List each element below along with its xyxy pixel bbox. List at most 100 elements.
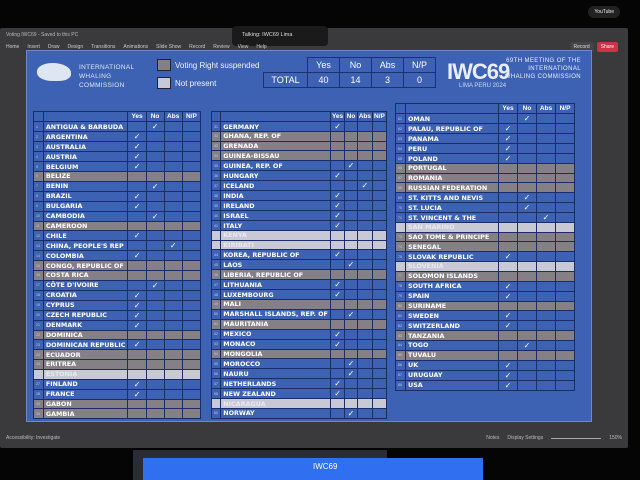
country-row: 34 GUINEA-BISSAU xyxy=(210,150,388,162)
vote-no-cell xyxy=(344,150,358,162)
ribbon-tab[interactable]: Review xyxy=(213,44,230,50)
vote-yes-cell: ✓ xyxy=(498,143,518,154)
vote-np-cell xyxy=(371,180,388,192)
vote-yes-cell: ✓ xyxy=(329,210,346,222)
ribbon-tab[interactable]: Record xyxy=(189,44,206,50)
vote-abs-cell xyxy=(163,319,183,331)
accessibility-status[interactable]: Accessibility: Investigate xyxy=(6,435,61,441)
vote-np-cell xyxy=(181,171,202,182)
country-row: 61 OMAN ✓ xyxy=(395,113,575,124)
vote-abs-cell xyxy=(356,318,373,330)
vote-np-cell xyxy=(371,378,388,390)
notes-button[interactable]: Notes xyxy=(486,435,500,441)
vote-yes-cell: ✓ xyxy=(127,319,147,331)
vote-table-2: Yes No Abs N/P 31 GERMANY ✓ 32 GHANA, REP. OF 33 G… xyxy=(210,111,388,419)
ribbon-tab[interactable]: Help xyxy=(256,44,267,50)
vote-abs-cell xyxy=(356,378,373,390)
row-number: 71 xyxy=(395,212,406,224)
country-name: MALI xyxy=(220,299,331,310)
ribbon-tab[interactable]: Draw xyxy=(47,44,60,50)
country-name: ECUADOR xyxy=(42,349,129,361)
vote-abs-cell xyxy=(356,299,373,310)
vote-abs-cell xyxy=(163,398,183,410)
check-icon: ✓ xyxy=(133,191,141,201)
row-number: 65 xyxy=(395,153,406,164)
vote-no-cell xyxy=(344,348,358,360)
country-name: ARGENTINA xyxy=(42,131,129,142)
vote-yes-cell: ✓ xyxy=(498,251,518,263)
vote-no-cell xyxy=(344,239,358,251)
check-icon: ✓ xyxy=(504,321,512,331)
vote-abs-cell xyxy=(356,239,373,251)
ribbon-tab[interactable]: View xyxy=(237,44,249,50)
vote-np-cell xyxy=(555,270,575,282)
ribbon-tab[interactable]: Design xyxy=(67,44,84,50)
check-icon: ✓ xyxy=(523,114,531,123)
vote-no-cell xyxy=(517,251,537,263)
check-icon: ✓ xyxy=(334,201,341,211)
vote-np-cell xyxy=(181,230,202,242)
vote-no-cell xyxy=(145,289,165,301)
ribbon-tab[interactable]: Insert xyxy=(27,44,40,50)
vote-abs-cell xyxy=(356,388,373,400)
total-np: 0 xyxy=(403,72,436,88)
vote-abs-cell xyxy=(163,270,183,281)
vote-no-cell xyxy=(145,398,165,410)
vote-np-cell xyxy=(555,143,575,154)
country-name: CAMBODIA xyxy=(42,210,129,222)
call-banner: Talking: IWC69 Lima xyxy=(232,26,328,46)
record-button[interactable]: Record xyxy=(569,42,594,52)
country-row: 56 NAURU ✓ xyxy=(210,368,388,380)
vote-abs-cell xyxy=(356,230,373,241)
vote-yes-cell: ✓ xyxy=(329,220,346,232)
row-number: 31 xyxy=(210,121,222,132)
country-name: CYPRUS xyxy=(42,299,129,311)
zoom-slider[interactable] xyxy=(551,438,602,439)
vote-np-cell xyxy=(555,113,575,124)
country-name: GRENADA xyxy=(220,140,331,152)
share-button[interactable]: Share xyxy=(596,42,618,52)
vote-np-cell xyxy=(181,349,202,361)
vote-abs-cell xyxy=(536,251,556,263)
check-icon: ✓ xyxy=(504,154,512,163)
youtube-button[interactable]: YouTube xyxy=(588,6,620,18)
vote-yes-cell: ✓ xyxy=(329,279,346,291)
ribbon-tab[interactable]: Animations xyxy=(123,44,149,50)
row-number: 30 xyxy=(33,408,44,419)
vote-yes-cell xyxy=(127,220,147,232)
row-number: 47 xyxy=(210,279,222,291)
vote-no-cell xyxy=(517,349,537,361)
vote-np-cell xyxy=(181,289,202,301)
country-name: UK xyxy=(405,359,499,371)
row-number: 63 xyxy=(395,133,406,144)
row-number: 19 xyxy=(33,299,44,311)
check-icon: ✓ xyxy=(133,379,141,389)
country-name: BULGARIA xyxy=(42,200,129,212)
vote-no-cell: ✓ xyxy=(517,339,537,351)
display-settings-button[interactable]: Display Settings xyxy=(507,435,544,441)
row-number: 68 xyxy=(395,182,406,194)
country-row: 6 BELIZE xyxy=(33,171,202,182)
check-icon: ✓ xyxy=(542,213,550,223)
country-row: 66 PORTUGAL xyxy=(395,163,575,174)
vote-header: Yes xyxy=(127,111,147,122)
zoom-level[interactable]: 150% xyxy=(609,435,622,441)
ribbon-tab[interactable]: Slide Show xyxy=(156,44,182,50)
vote-yes-cell: ✓ xyxy=(127,131,147,142)
check-icon: ✓ xyxy=(133,142,141,151)
vote-no-cell xyxy=(145,220,165,232)
vote-no-cell xyxy=(344,289,358,301)
vote-yes-cell: ✓ xyxy=(498,320,518,332)
country-name: CONGO, REPUBLIC OF xyxy=(42,260,129,272)
row-number: 18 xyxy=(33,289,44,301)
vote-abs-cell xyxy=(163,349,183,361)
ribbon-tab[interactable]: Home xyxy=(6,44,20,50)
vote-abs-cell xyxy=(163,359,183,370)
vote-no-cell xyxy=(145,349,165,361)
vote-yes-cell xyxy=(127,171,147,182)
ribbon-tab[interactable]: Transitions xyxy=(91,44,116,50)
vote-no-cell xyxy=(344,121,358,132)
check-icon: ✓ xyxy=(523,203,531,213)
row-number: 88 xyxy=(395,379,406,391)
vote-np-cell xyxy=(371,121,388,132)
